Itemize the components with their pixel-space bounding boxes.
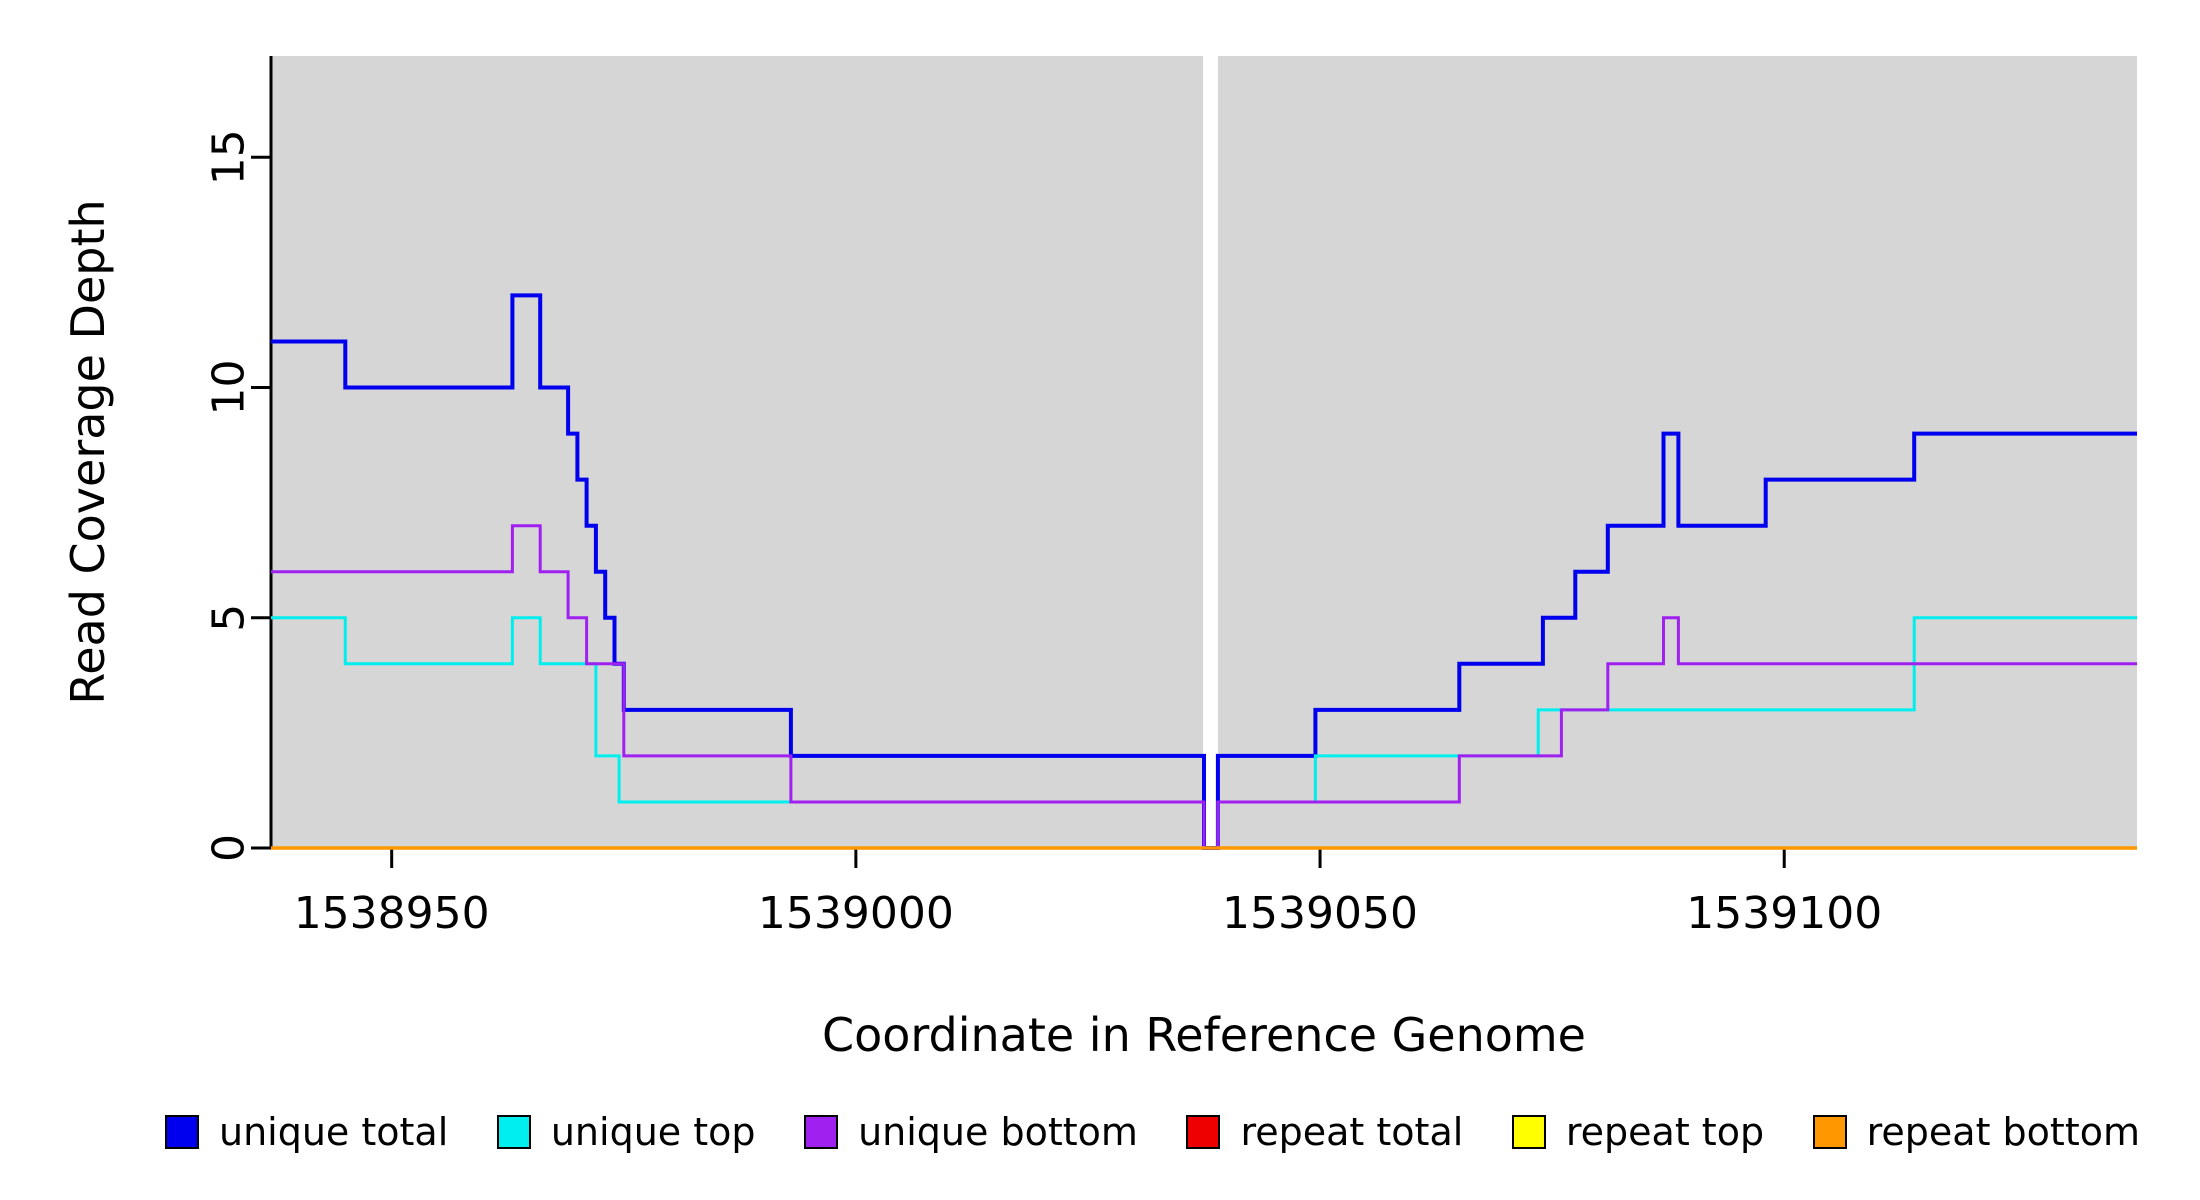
y-tick-label: 10 (204, 360, 255, 416)
legend: unique total unique top unique bottom re… (165, 1105, 2140, 1159)
x-tick-label: 1539050 (1222, 888, 1418, 939)
legend-swatch-repeat-bottom (1812, 1115, 1847, 1149)
legend-swatch-repeat-top (1511, 1115, 1546, 1149)
legend-item-unique-total: unique total (165, 1110, 448, 1154)
legend-label-unique-top: unique top (550, 1110, 756, 1154)
y-tick-label: 5 (204, 604, 255, 632)
series-line-unique-total (271, 293, 2137, 850)
y-tick-label: 0 (204, 834, 255, 862)
legend-item-unique-top: unique top (496, 1110, 756, 1154)
legend-swatch-repeat-total (1186, 1115, 1221, 1149)
x-tick-label: 1539100 (1686, 888, 1882, 939)
x-tick-label: 1539000 (758, 888, 954, 939)
x-tick-label: 1538950 (294, 888, 490, 939)
y-tick-label: 15 (204, 129, 255, 185)
legend-label-repeat-top: repeat top (1565, 1110, 1765, 1154)
y-axis-title: Read Coverage Depth (61, 199, 115, 705)
legend-item-repeat-bottom: repeat bottom (1812, 1110, 2140, 1154)
legend-label-repeat-bottom: repeat bottom (1866, 1110, 2140, 1154)
x-axis-title: Coordinate in Reference Genome (822, 1008, 1586, 1062)
series-line-unique-bottom (271, 524, 2137, 850)
legend-label-repeat-total: repeat total (1240, 1110, 1464, 1154)
legend-item-unique-bottom: unique bottom (804, 1110, 1138, 1154)
legend-swatch-unique-total (165, 1115, 199, 1149)
legend-label-unique-bottom: unique bottom (858, 1110, 1138, 1154)
legend-swatch-unique-top (496, 1115, 531, 1149)
legend-item-repeat-total: repeat total (1186, 1110, 1463, 1154)
legend-item-repeat-top: repeat top (1511, 1110, 1765, 1154)
zero-coverage-gap (1203, 56, 1218, 848)
legend-label-unique-total: unique total (219, 1110, 449, 1154)
legend-swatch-unique-bottom (804, 1115, 839, 1149)
